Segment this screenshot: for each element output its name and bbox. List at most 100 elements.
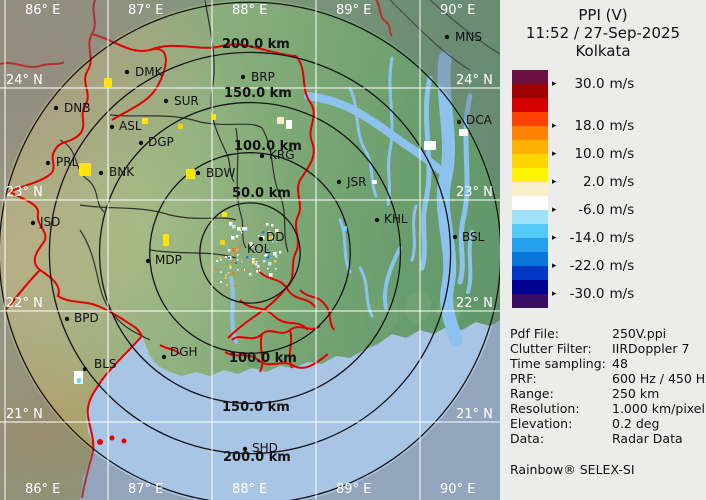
metadata-value: 1.000 km/pixel — [612, 401, 705, 416]
echo-patch — [424, 141, 436, 150]
tick-arrow-icon: ▸ — [552, 261, 557, 271]
echo-speck — [271, 236, 275, 240]
range-ring-label: 200.0 km — [222, 37, 290, 52]
station-label-JSR: JSR — [346, 175, 367, 189]
echo-speck — [251, 245, 254, 248]
echo-speck — [247, 224, 249, 226]
tick-value: 30.0 — [574, 76, 605, 92]
echo-speck — [244, 227, 248, 231]
legend-band — [512, 294, 548, 308]
scan-metadata: Pdf File: 250V.ppi Clutter Filter: IIRDoppl… — [510, 326, 706, 446]
legend-band — [512, 126, 548, 140]
station-dot-KHL — [374, 217, 380, 223]
station-dot-DGP — [138, 140, 144, 146]
lon-label-bottom: 90° E — [440, 482, 475, 497]
metadata-label: Data: — [510, 431, 545, 446]
echo-speck — [228, 257, 230, 259]
tick-arrow-icon: ▸ — [552, 233, 557, 243]
legend-tick: ▸ 18.0 m/s — [552, 117, 634, 135]
radar-site-name: Kolkata — [575, 42, 631, 60]
legend-band — [512, 196, 548, 210]
echo-speck — [226, 284, 228, 286]
metadata-row: Elevation: 0.2 deg — [510, 416, 702, 431]
legend-band — [512, 224, 548, 238]
tick-arrow-icon: ▸ — [552, 177, 557, 187]
echo-speck — [257, 265, 260, 268]
tick-unit: m/s — [609, 202, 635, 218]
echo-speck — [255, 263, 258, 266]
echo-speck — [229, 222, 233, 226]
lat-label-right: 24° N — [456, 73, 493, 88]
station-dot-BNK — [98, 170, 104, 176]
echo-speck — [266, 255, 270, 259]
station-dot-BLS — [82, 366, 88, 372]
echo-speck — [225, 274, 227, 276]
echo-speck — [232, 248, 236, 252]
echo-speck — [256, 270, 259, 273]
metadata-label: PRF: — [510, 371, 537, 386]
echo-speck — [245, 269, 247, 271]
echo-speck — [264, 245, 266, 247]
tick-value: -30.0 — [569, 286, 605, 302]
station-label-MNS: MNS — [455, 30, 482, 44]
info-panel: PPI (V) 11:52 / 27-Sep-2025 Kolkata ▸ 30.… — [500, 0, 706, 500]
tick-value: 10.0 — [574, 146, 605, 162]
tick-unit: m/s — [609, 174, 635, 190]
echo-speck — [276, 241, 278, 243]
scan-timestamp: 11:52 / 27-Sep-2025 — [525, 24, 681, 42]
lat-label-right: 21° N — [456, 407, 493, 422]
echo-speck — [257, 244, 259, 246]
echo-speck — [232, 272, 235, 275]
echo-speck — [236, 235, 239, 238]
legend-tick: ▸ 10.0 m/s — [552, 145, 634, 163]
echo-speck — [225, 277, 227, 279]
echo-speck — [239, 245, 242, 248]
echo-speck — [267, 249, 269, 251]
range-ring-150km — [98, 101, 402, 405]
echo-patch — [211, 114, 216, 120]
range-rings — [0, 1, 500, 500]
station-dot-DMK — [124, 69, 130, 75]
echo-speck — [235, 253, 238, 256]
echo-speck — [273, 252, 277, 256]
station-dot-ASL — [109, 124, 115, 130]
metadata-label: Pdf File: — [510, 326, 559, 341]
range-ring-labels: 200.0 km 150.0 km 100.0 km 50.0 km 100.0 km 1… — [222, 37, 302, 465]
echo-patch — [178, 124, 183, 129]
station-label-KOL: KOL — [247, 242, 271, 256]
echo-speck — [220, 281, 222, 283]
station-label-KHL: KHL — [384, 212, 408, 226]
lon-label-bottom: 88° E — [232, 482, 267, 497]
echo-speck — [220, 271, 222, 273]
echo-speck — [216, 260, 218, 262]
station-dot-BRP — [240, 74, 246, 80]
legend-band — [512, 182, 548, 196]
range-ring-label: 150.0 km — [222, 400, 290, 415]
station-dot-SUR — [163, 98, 169, 104]
metadata-value: 48 — [612, 356, 628, 371]
radar-map-canvas: 86° E 86° E 87° E 87° E 88° E 88° E 89° E 89° E… — [0, 0, 500, 500]
station-dot-PRL — [45, 160, 51, 166]
metadata-label: Time sampling: — [510, 356, 606, 371]
echo-speck — [263, 260, 266, 263]
echo-speck — [256, 261, 258, 263]
echo-speck — [259, 270, 261, 272]
echo-speck — [234, 285, 236, 287]
echo-speck — [269, 273, 273, 277]
station-label-BPD: BPD — [74, 311, 99, 325]
tick-value: -6.0 — [578, 202, 605, 218]
echo-speck — [244, 269, 246, 271]
echo-speck — [269, 236, 273, 240]
tick-arrow-icon: ▸ — [552, 149, 557, 159]
station-label-BDW: BDW — [206, 166, 235, 180]
echo-speck — [237, 259, 239, 261]
station-dot-BSL — [452, 234, 458, 240]
metadata-label: Range: — [510, 386, 554, 401]
echo-speck — [267, 239, 269, 241]
echo-speck — [231, 236, 235, 240]
metadata-row: Clutter Filter: IIRDoppler 7 — [510, 341, 702, 356]
echo-speck — [264, 255, 266, 257]
legend-band — [512, 70, 548, 84]
range-ring-label: 200.0 km — [223, 450, 291, 465]
station-label-SHD: SHD — [252, 441, 278, 455]
